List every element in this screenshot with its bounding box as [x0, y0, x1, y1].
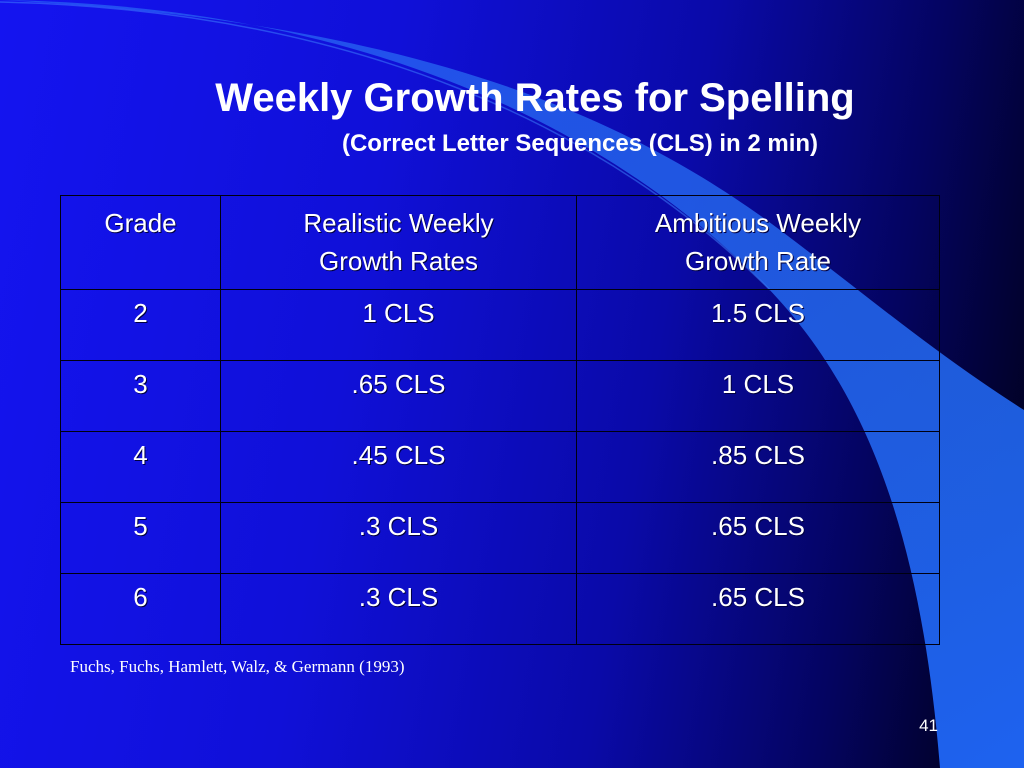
page-number: 41: [919, 716, 938, 735]
table-header-row: Grade Realistic Weekly Growth Rates Ambi…: [60, 195, 940, 290]
grade-cell: 4: [60, 431, 221, 503]
realistic-rate-cell: .45 CLS: [220, 431, 577, 503]
grade-cell: 3: [60, 360, 221, 432]
ambitious-rate-cell: 1 CLS: [576, 360, 940, 432]
citation: Fuchs, Fuchs, Hamlett, Walz, & Germann (…: [70, 657, 405, 676]
realistic-rate-cell: .3 CLS: [220, 573, 577, 645]
realistic-rate-cell: .3 CLS: [220, 502, 577, 574]
header-grade: Grade: [60, 195, 221, 290]
slide-subtitle: (Correct Letter Sequences (CLS) in 2 min…: [341, 130, 819, 157]
header-ambitious-line1: Ambitious Weekly: [654, 208, 862, 238]
header-realistic: Realistic Weekly Growth Rates: [220, 195, 577, 290]
ambitious-rate-cell: 1.5 CLS: [576, 289, 940, 361]
table-row: 6 .3 CLS .65 CLS: [60, 573, 940, 645]
header-realistic-line2: Growth Rates: [319, 246, 478, 276]
growth-rates-table: Grade Realistic Weekly Growth Rates Ambi…: [60, 195, 940, 645]
table-row: 3 .65 CLS 1 CLS: [60, 360, 940, 432]
slide-title: Weekly Growth Rates for Spelling: [215, 76, 855, 120]
table-row: 2 1 CLS 1.5 CLS: [60, 289, 940, 361]
table-row: 4 .45 CLS .85 CLS: [60, 431, 940, 503]
table-row: 5 .3 CLS .65 CLS: [60, 502, 940, 574]
header-ambitious-line2: Growth Rate: [685, 246, 831, 276]
header-realistic-line1: Realistic Weekly: [303, 208, 494, 238]
header-grade-label: Grade: [104, 208, 177, 238]
header-ambitious: Ambitious Weekly Growth Rate: [576, 195, 940, 290]
realistic-rate-cell: .65 CLS: [220, 360, 577, 432]
realistic-rate-cell: 1 CLS: [220, 289, 577, 361]
ambitious-rate-cell: .65 CLS: [576, 502, 940, 574]
grade-cell: 6: [60, 573, 221, 645]
ambitious-rate-cell: .65 CLS: [576, 573, 940, 645]
ambitious-rate-cell: .85 CLS: [576, 431, 940, 503]
grade-cell: 5: [60, 502, 221, 574]
grade-cell: 2: [60, 289, 221, 361]
